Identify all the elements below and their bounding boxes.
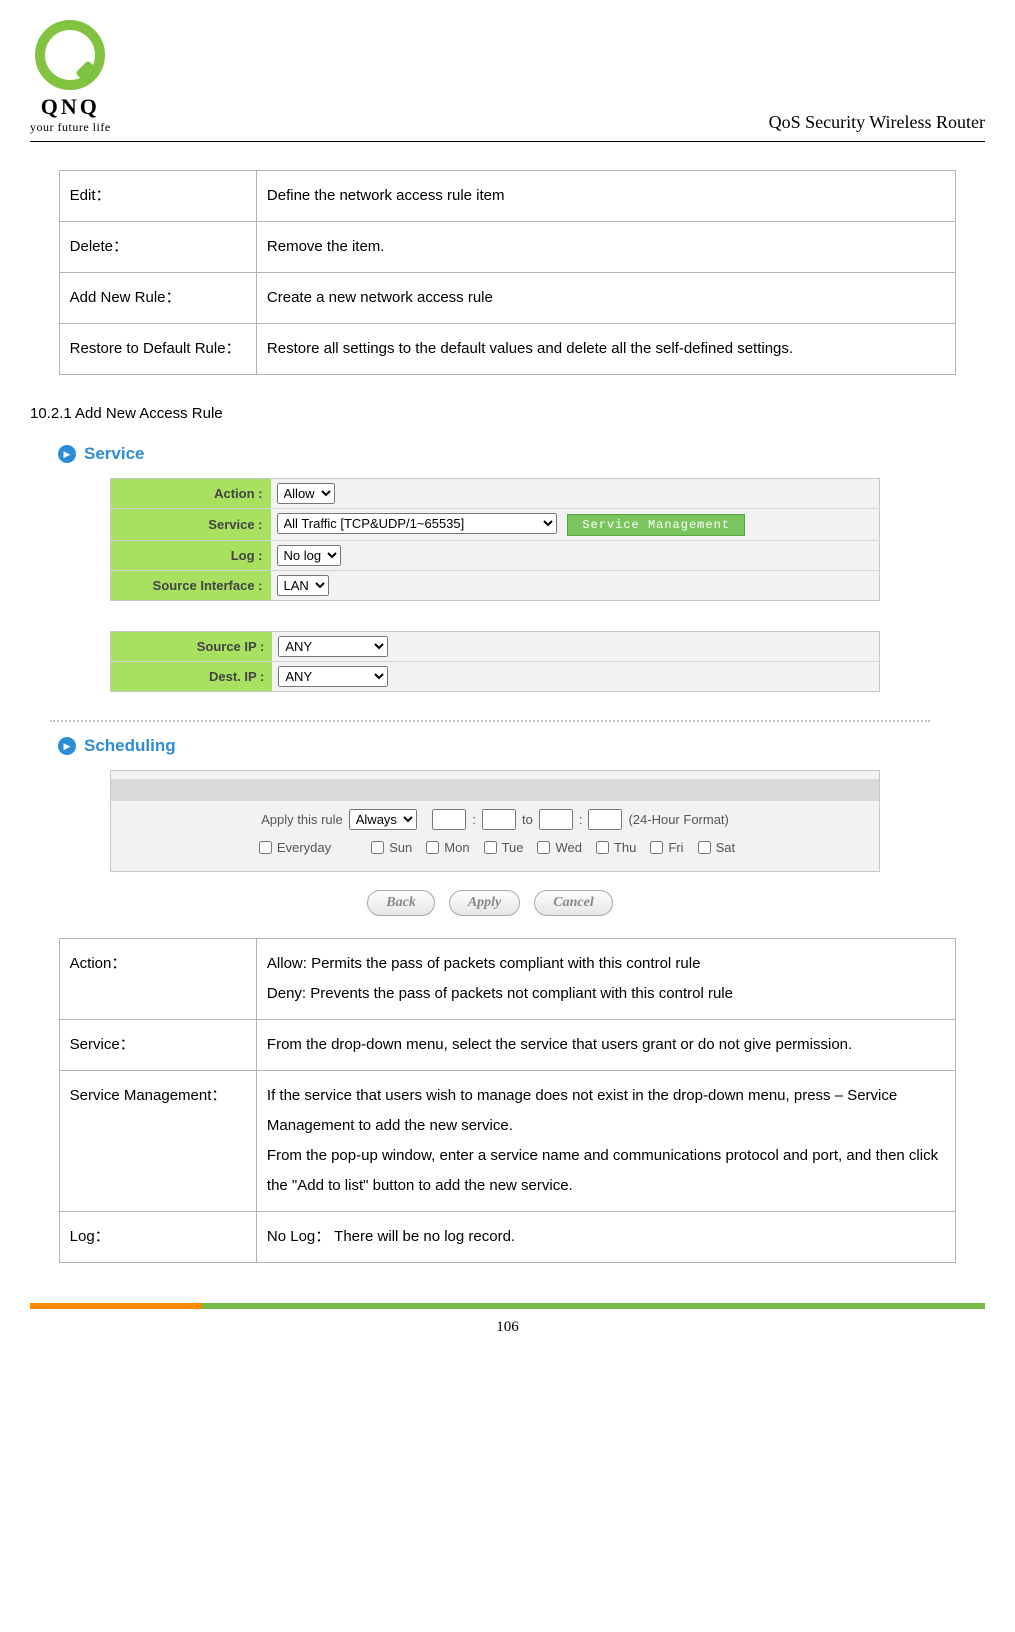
checkbox-day-wed[interactable] xyxy=(537,841,550,854)
select-source-interface[interactable]: LAN xyxy=(277,575,329,596)
checkbox-everyday[interactable] xyxy=(259,841,272,854)
scheduling-grid: Apply this rule Always : to : (24-Hour F… xyxy=(110,770,880,872)
select-source-ip[interactable]: ANY xyxy=(278,636,388,657)
table2-label: Service Management： xyxy=(59,1071,256,1212)
back-button[interactable]: Back xyxy=(367,890,435,916)
source-ip-extra-1 xyxy=(475,632,677,662)
time-to-mm[interactable] xyxy=(588,809,622,830)
table1-label: Edit： xyxy=(59,171,256,222)
select-apply-rule[interactable]: Always xyxy=(349,809,417,830)
table2-label: Service： xyxy=(59,1020,256,1071)
time-to-hh[interactable] xyxy=(539,809,573,830)
definitions-table-2: Action：Allow: Permits the pass of packet… xyxy=(59,938,957,1263)
table1-desc: Define the network access rule item xyxy=(256,171,955,222)
select-dest-ip[interactable]: ANY xyxy=(278,666,388,687)
label-log: Log : xyxy=(111,541,271,571)
select-log[interactable]: No log xyxy=(277,545,341,566)
service-form-grid: Action : Allow Service : All Traffic [TC… xyxy=(110,478,880,601)
dest-ip-extra-1 xyxy=(475,662,677,692)
scheduling-header-bar xyxy=(111,779,879,801)
label-dest-ip: Dest. IP : xyxy=(111,662,273,692)
table1-row: Delete：Remove the item. xyxy=(59,222,956,273)
label-day-fri: Fri xyxy=(668,840,683,855)
table2-row: Service Management：If the service that u… xyxy=(59,1071,956,1212)
dest-ip-extra-2 xyxy=(677,662,879,692)
checkbox-day-sat[interactable] xyxy=(698,841,711,854)
table1-desc: Remove the item. xyxy=(256,222,955,273)
label-day-sun: Sun xyxy=(389,840,412,855)
label-source-interface: Source Interface : xyxy=(111,571,271,601)
logo-q-icon xyxy=(35,20,105,90)
table1-row: Edit：Define the network access rule item xyxy=(59,171,956,222)
time-from-mm[interactable] xyxy=(482,809,516,830)
logo-tagline: your future life xyxy=(30,120,111,135)
table2-desc: If the service that users wish to manage… xyxy=(256,1071,955,1212)
checkbox-day-thu[interactable] xyxy=(596,841,609,854)
label-source-ip: Source IP : xyxy=(111,632,273,662)
page-number: 106 xyxy=(30,1309,985,1350)
label-day-wed: Wed xyxy=(555,840,582,855)
scheduling-section-title: Scheduling xyxy=(84,736,176,756)
table1-label: Add New Rule： xyxy=(59,273,256,324)
table2-desc: From the drop-down menu, select the serv… xyxy=(256,1020,955,1071)
label-action: Action : xyxy=(111,479,271,509)
section-heading: 10.2.1 Add New Access Rule xyxy=(30,405,985,422)
select-action[interactable]: Allow xyxy=(277,483,335,504)
section-separator xyxy=(50,720,930,722)
time-from-hh[interactable] xyxy=(432,809,466,830)
table1-row: Add New Rule：Create a new network access… xyxy=(59,273,956,324)
label-day-thu: Thu xyxy=(614,840,636,855)
table2-row: Action：Allow: Permits the pass of packet… xyxy=(59,939,956,1020)
select-service[interactable]: All Traffic [TCP&UDP/1~65535] xyxy=(277,513,557,534)
checkbox-day-tue[interactable] xyxy=(484,841,497,854)
table2-label: Log： xyxy=(59,1212,256,1263)
ip-form-grid: Source IP : ANY Dest. IP : ANY xyxy=(110,631,880,692)
service-ui-section: Service Action : Allow Service : All Tra… xyxy=(50,444,930,916)
label-to: to xyxy=(522,812,533,827)
table2-desc: Allow: Permits the pass of packets compl… xyxy=(256,939,955,1020)
table2-desc: No Log： There will be no log record. xyxy=(256,1212,955,1263)
source-ip-extra-2 xyxy=(677,632,879,662)
table2-row: Service：From the drop-down menu, select … xyxy=(59,1020,956,1071)
page-header: QNQ your future life QoS Security Wirele… xyxy=(30,20,985,142)
checkbox-day-mon[interactable] xyxy=(426,841,439,854)
cancel-button[interactable]: Cancel xyxy=(534,890,612,916)
label-apply-rule: Apply this rule xyxy=(261,812,343,827)
table2-label: Action： xyxy=(59,939,256,1020)
table2-row: Log：No Log： There will be no log record. xyxy=(59,1212,956,1263)
chevron-right-icon xyxy=(58,445,76,463)
label-day-tue: Tue xyxy=(502,840,524,855)
definitions-table-1: Edit：Define the network access rule item… xyxy=(59,170,957,375)
document-title: QoS Security Wireless Router xyxy=(769,112,985,135)
apply-button[interactable]: Apply xyxy=(449,890,520,916)
table1-desc: Create a new network access rule xyxy=(256,273,955,324)
checkbox-day-fri[interactable] xyxy=(650,841,663,854)
checkbox-day-sun[interactable] xyxy=(371,841,384,854)
table1-row: Restore to Default Rule：Restore all sett… xyxy=(59,324,956,375)
table1-label: Restore to Default Rule： xyxy=(59,324,256,375)
chevron-right-icon xyxy=(58,737,76,755)
table1-desc: Restore all settings to the default valu… xyxy=(256,324,955,375)
logo-block: QNQ your future life xyxy=(30,20,111,135)
service-section-title: Service xyxy=(84,444,145,464)
label-service: Service : xyxy=(111,509,271,541)
label-everyday: Everyday xyxy=(277,840,331,855)
service-management-button[interactable]: Service Management xyxy=(567,514,745,536)
label-day-mon: Mon xyxy=(444,840,469,855)
logo-text: QNQ xyxy=(41,94,100,120)
table1-label: Delete： xyxy=(59,222,256,273)
label-hour-format: (24-Hour Format) xyxy=(628,812,728,827)
label-day-sat: Sat xyxy=(716,840,736,855)
